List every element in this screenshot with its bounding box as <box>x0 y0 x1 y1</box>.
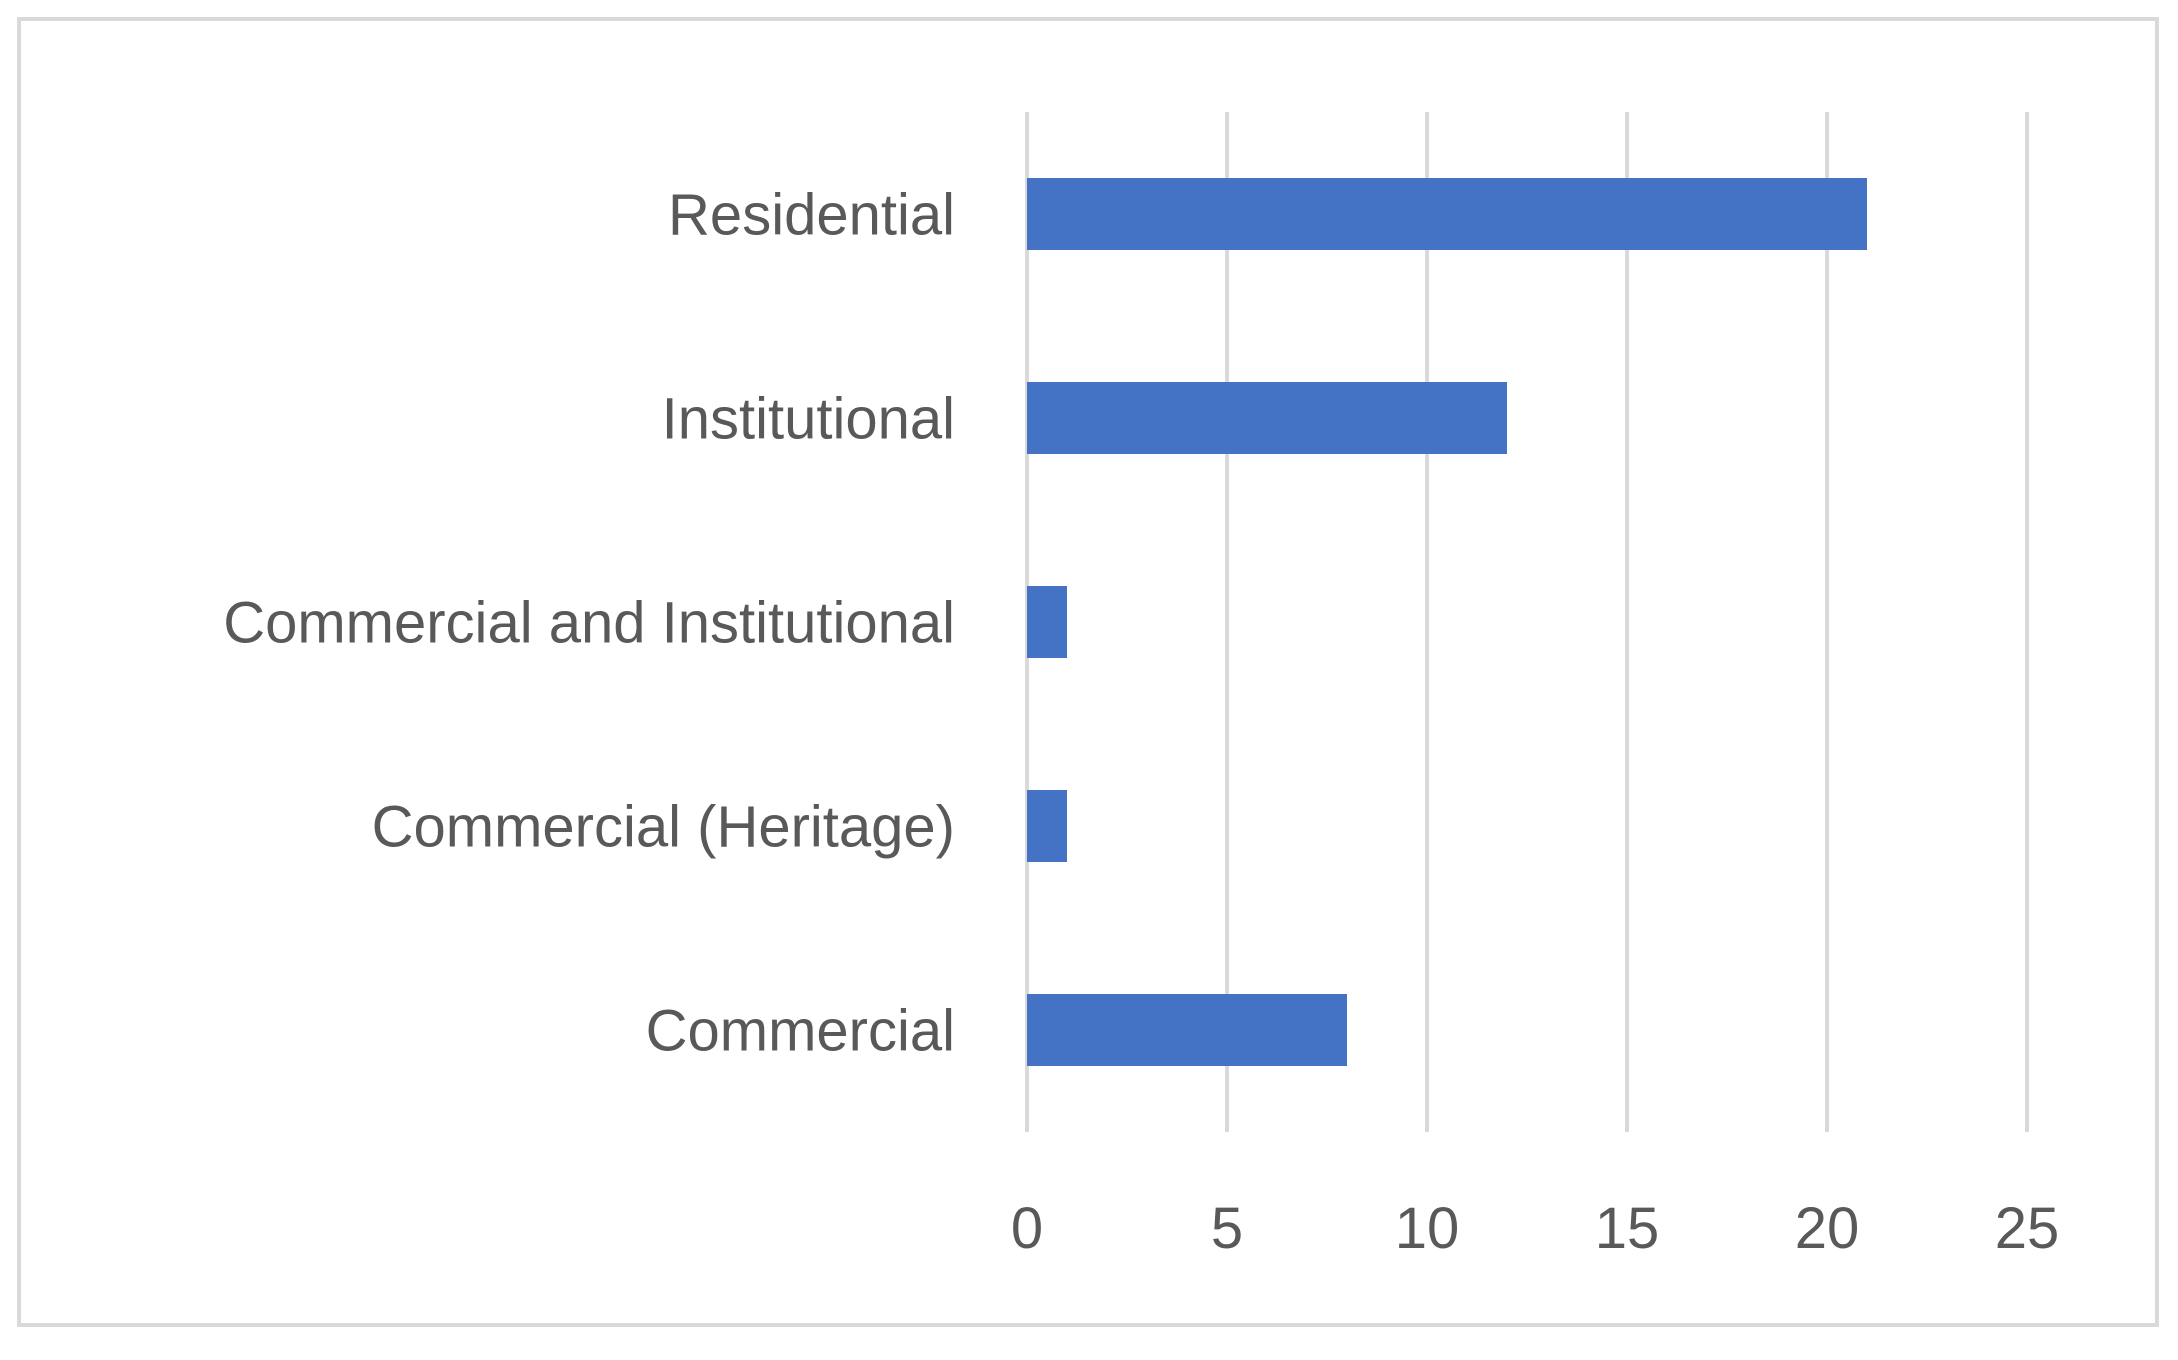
x-tick-label: 20 <box>1795 1196 1860 1261</box>
category-label: Institutional <box>662 386 955 451</box>
category-label: Residential <box>668 182 955 247</box>
category-label: Commercial (Heritage) <box>372 794 955 859</box>
x-tick-label: 25 <box>1995 1196 2060 1261</box>
category-labels: Residential Institutional Commercial and I… <box>223 182 955 1063</box>
x-tick-label: 0 <box>1011 1196 1043 1261</box>
bar <box>1027 586 1067 658</box>
gridlines <box>1025 112 2029 1132</box>
x-axis-tick-labels: 0 5 10 15 20 25 <box>1011 1196 2059 1261</box>
x-tick-label: 15 <box>1595 1196 1660 1261</box>
bar <box>1027 178 1867 250</box>
bar <box>1027 994 1347 1066</box>
bars <box>1027 178 1867 1066</box>
x-tick-label: 10 <box>1395 1196 1460 1261</box>
category-label: Commercial and Institutional <box>223 590 955 655</box>
bar <box>1027 382 1507 454</box>
bar <box>1027 790 1067 862</box>
x-tick-label: 5 <box>1211 1196 1243 1261</box>
category-label: Commercial <box>646 998 955 1063</box>
